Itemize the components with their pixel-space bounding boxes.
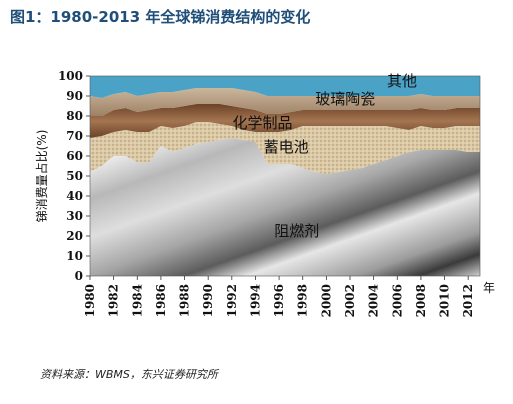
y-tick-label: 0 bbox=[75, 269, 83, 283]
y-tick-label: 80 bbox=[66, 109, 83, 123]
x-tick-label: 2008 bbox=[414, 284, 428, 317]
x-axis-label: 年 bbox=[483, 281, 495, 295]
x-tick-label: 2004 bbox=[367, 284, 381, 317]
x-tick-label: 1982 bbox=[107, 284, 121, 317]
area-series-4 bbox=[90, 76, 480, 98]
y-tick-label: 10 bbox=[66, 249, 83, 263]
x-tick-label: 2012 bbox=[461, 284, 475, 317]
x-tick-label: 2000 bbox=[319, 284, 333, 317]
x-tick-label: 1988 bbox=[178, 284, 192, 317]
y-tick-label: 50 bbox=[66, 169, 83, 183]
series-label-2: 化学制品 bbox=[233, 114, 293, 132]
series-label-3: 玻璃陶瓷 bbox=[315, 90, 375, 108]
chart-title: 图1：1980-2013 年全球锑消费结构的变化 bbox=[10, 8, 311, 26]
y-tick-label: 40 bbox=[66, 189, 83, 203]
x-tick-label: 1980 bbox=[83, 284, 97, 317]
x-tick-label: 2010 bbox=[438, 284, 452, 317]
x-tick-label: 1994 bbox=[248, 284, 262, 317]
x-tick-label: 2002 bbox=[343, 284, 357, 317]
x-tick-label: 2006 bbox=[390, 284, 404, 317]
x-tick-label: 1996 bbox=[272, 284, 286, 317]
y-tick-label: 20 bbox=[66, 229, 83, 243]
y-tick-label: 100 bbox=[58, 69, 83, 83]
series-label-4: 其他 bbox=[387, 72, 417, 90]
y-axis-label: 锑消费量占比(%) bbox=[34, 130, 49, 223]
source-note: 资料来源：WBMS，东兴证券研究所 bbox=[40, 368, 218, 381]
area-series-2 bbox=[90, 104, 480, 138]
series-label-1: 蓄电池 bbox=[264, 138, 309, 156]
x-tick-label: 1986 bbox=[154, 284, 168, 317]
x-tick-label: 1992 bbox=[225, 284, 239, 317]
series-label-0: 阻燃剂 bbox=[274, 222, 319, 240]
y-tick-label: 90 bbox=[66, 89, 83, 103]
y-tick-label: 60 bbox=[66, 149, 83, 163]
area-series-0 bbox=[90, 138, 480, 276]
y-tick-label: 70 bbox=[66, 129, 83, 143]
x-tick-label: 1984 bbox=[130, 284, 144, 317]
x-tick-label: 1998 bbox=[296, 284, 310, 317]
area-series-1 bbox=[90, 122, 480, 174]
x-tick-label: 1990 bbox=[201, 284, 215, 317]
y-tick-label: 30 bbox=[66, 209, 83, 223]
area-series-3 bbox=[90, 88, 480, 116]
